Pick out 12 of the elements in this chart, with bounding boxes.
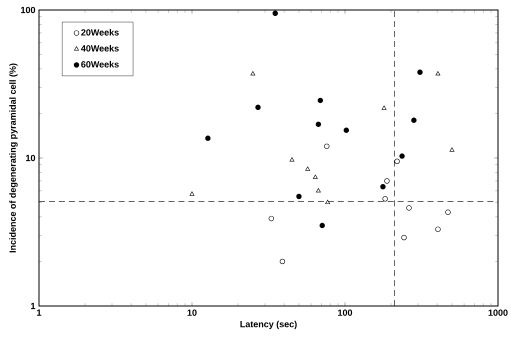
y-tick-label: 10 <box>26 154 36 162</box>
x-tick-label: 1 <box>37 310 42 316</box>
y-tick-label: 1 <box>31 302 36 310</box>
x-axis-title: Latency (sec) <box>240 320 297 330</box>
y-axis-title: Incidence of degenerating pyramidal cell (%) <box>9 64 18 252</box>
legend-label: 40Weeks <box>81 44 119 52</box>
x-tick-label: 1000 <box>488 310 508 316</box>
x-tick-label: 100 <box>338 310 352 316</box>
y-tick-label: 100 <box>21 6 36 14</box>
legend-label: 20Weeks <box>81 29 119 36</box>
legend-label: 60Weeks <box>81 60 119 68</box>
x-tick-label: 10 <box>188 310 197 316</box>
